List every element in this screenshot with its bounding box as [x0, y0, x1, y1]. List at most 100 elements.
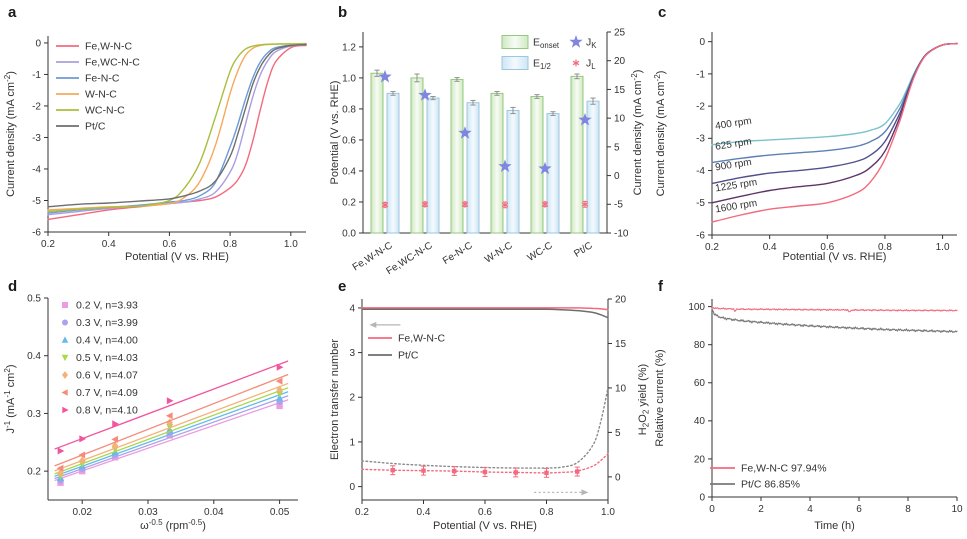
svg-text:Eonset: Eonset: [533, 37, 560, 51]
svg-text:2: 2: [349, 393, 355, 404]
svg-text:-6: -6: [32, 227, 41, 238]
svg-text:0.8: 0.8: [540, 507, 554, 518]
svg-text:0.8: 0.8: [223, 239, 237, 250]
svg-text:400 rpm: 400 rpm: [714, 116, 752, 133]
svg-text:0: 0: [699, 492, 705, 503]
svg-text:Fe,W-N-C: Fe,W-N-C: [85, 41, 132, 53]
svg-text:0: 0: [35, 38, 41, 49]
svg-text:Electron transfer number: Electron transfer number: [329, 339, 341, 460]
panel-f: f 0 2 4 6 8 10 0 20 40 60 80 100 Time (h) Relative cu…: [650, 270, 967, 539]
panel-e-label: e: [338, 278, 347, 295]
svg-text:10: 10: [614, 114, 626, 125]
svg-text:-3: -3: [696, 134, 705, 145]
panel-a-label: a: [8, 4, 17, 21]
svg-text:0.8: 0.8: [878, 242, 892, 253]
svg-text:W-N-C: W-N-C: [483, 240, 515, 265]
panel-f-label: f: [658, 278, 663, 295]
panel-c: c 0.2 0.4 0.6 0.8 1.0 0 -1 -2 -3 -4 -5 -6 Potential …: [650, 0, 967, 270]
svg-text:Potential (V vs. RHE): Potential (V vs. RHE): [433, 520, 537, 532]
svg-text:0.4: 0.4: [342, 166, 356, 177]
svg-text:6: 6: [856, 504, 862, 515]
svg-text:Fe,W-N-C: Fe,W-N-C: [398, 333, 445, 345]
svg-text:Current density (mA cm-2): Current density (mA cm-2): [653, 71, 667, 197]
svg-text:0.2: 0.2: [41, 239, 55, 250]
svg-text:0.4: 0.4: [417, 507, 431, 518]
svg-text:-2: -2: [696, 102, 705, 113]
panel-a: a 0.2 0.4 0.6 0.8 1.0 0 -1 -2 -3 -4 -5 -6 Potential …: [0, 0, 330, 270]
svg-text:Time (h): Time (h): [814, 520, 855, 532]
svg-text:0.5: 0.5: [27, 293, 41, 304]
svg-text:0.4: 0.4: [102, 239, 116, 250]
svg-text:WC-C: WC-C: [526, 240, 555, 264]
svg-text:-1: -1: [696, 69, 705, 80]
panel-a-chart-lsv-comparison: 0.2 0.4 0.6 0.8 1.0 0 -1 -2 -3 -4 -5 -6 Potential (V…: [3, 36, 307, 263]
panel-c-label: c: [658, 4, 667, 21]
svg-text:0.6: 0.6: [162, 239, 176, 250]
svg-text:25: 25: [614, 27, 626, 38]
svg-text:Pt/C: Pt/C: [572, 240, 594, 260]
svg-text:3: 3: [349, 348, 355, 359]
svg-text:Fe,W-N-C 97.94%: Fe,W-N-C 97.94%: [741, 463, 827, 475]
svg-text:Pt/C: Pt/C: [398, 350, 419, 362]
svg-text:10: 10: [615, 383, 627, 394]
svg-text:Potential (V vs. RHE): Potential (V vs. RHE): [783, 251, 887, 263]
svg-text:0.2: 0.2: [705, 242, 719, 253]
svg-text:0: 0: [699, 37, 705, 48]
panel-c-chart-rotation-lsv: 0.2 0.4 0.6 0.8 1.0 0 -1 -2 -3 -4 -5 -6 Potential (V…: [653, 32, 958, 263]
svg-text:40: 40: [694, 416, 706, 427]
svg-text:15: 15: [615, 339, 627, 350]
svg-text:0: 0: [614, 171, 620, 182]
svg-text:JK: JK: [586, 37, 597, 51]
panel-d-chart-koutecky-levich: 0.02 0.03 0.04 0.05 0.2 0.3 0.4 0.5 ω-0.5 (rpm-0…: [3, 293, 298, 532]
svg-text:0.04: 0.04: [204, 507, 224, 518]
svg-text:15: 15: [614, 85, 626, 96]
panel-e-chart-electron-transfer: 0.2 0.4 0.6 0.8 1.0 0 1 2 3 4 0 5 10 15 20 Potential (V…: [329, 294, 651, 532]
svg-text:-4: -4: [32, 164, 41, 175]
svg-text:Potential (V vs. RHE): Potential (V vs. RHE): [125, 251, 229, 263]
svg-text:60: 60: [694, 378, 706, 389]
svg-text:0.8 V, n=4.10: 0.8 V, n=4.10: [76, 405, 138, 417]
svg-text:0.5 V, n=4.03: 0.5 V, n=4.03: [76, 352, 138, 364]
svg-text:-6: -6: [696, 230, 705, 241]
svg-text:0.2: 0.2: [355, 507, 369, 518]
svg-text:10: 10: [951, 504, 963, 515]
svg-text:0.05: 0.05: [270, 507, 290, 518]
panel-b: b 0.0 0.2 0.4 0.6 0.8 1.0 1.2 -10 -5 0 5 10 15 20 25 Po…: [329, 0, 650, 277]
svg-text:Fe-N-C: Fe-N-C: [85, 73, 120, 85]
svg-text:0.4: 0.4: [763, 242, 777, 253]
svg-text:0.6: 0.6: [342, 135, 356, 146]
svg-text:0.3: 0.3: [27, 409, 41, 420]
svg-text:0.02: 0.02: [72, 507, 92, 518]
svg-text:900 rpm: 900 rpm: [714, 157, 752, 174]
svg-text:0.3 V, n=3.99: 0.3 V, n=3.99: [76, 317, 138, 329]
svg-text:2: 2: [758, 504, 764, 515]
svg-text:0.4 V, n=4.00: 0.4 V, n=4.00: [76, 335, 138, 347]
svg-text:20: 20: [694, 454, 706, 465]
svg-text:1: 1: [349, 437, 355, 448]
svg-text:0: 0: [349, 482, 355, 493]
svg-text:Pt/C 86.85%: Pt/C 86.85%: [741, 479, 800, 491]
svg-text:0.03: 0.03: [138, 507, 158, 518]
svg-text:-2: -2: [32, 101, 41, 112]
panel-e: e 0.2 0.4 0.6 0.8 1.0 0 1 2 3 4 0 5 10 15 20 Potential …: [329, 270, 660, 539]
svg-text:-10: -10: [614, 228, 629, 239]
svg-text:20: 20: [615, 294, 627, 305]
svg-text:Relative current (%): Relative current (%): [654, 349, 666, 446]
svg-text:80: 80: [694, 340, 706, 351]
svg-text:-3: -3: [32, 133, 41, 144]
svg-text:625 rpm: 625 rpm: [714, 136, 752, 153]
svg-text:4: 4: [807, 504, 813, 515]
svg-text:0.8: 0.8: [342, 104, 356, 115]
svg-text:WC-N-C: WC-N-C: [85, 105, 125, 117]
svg-text:-4: -4: [696, 166, 705, 177]
panel-d: d 0.02 0.03 0.04 0.05 0.2 0.3 0.4 0.5 ω-0.5 (rpm…: [0, 270, 330, 539]
svg-text:1225 rpm: 1225 rpm: [714, 177, 757, 194]
svg-text:0.0: 0.0: [342, 228, 356, 239]
svg-text:0.6: 0.6: [820, 242, 834, 253]
svg-text:1.0: 1.0: [284, 239, 298, 250]
svg-text:0.2: 0.2: [27, 467, 41, 478]
svg-text:Fe-N-C: Fe-N-C: [441, 240, 475, 267]
svg-text:-5: -5: [614, 200, 623, 211]
